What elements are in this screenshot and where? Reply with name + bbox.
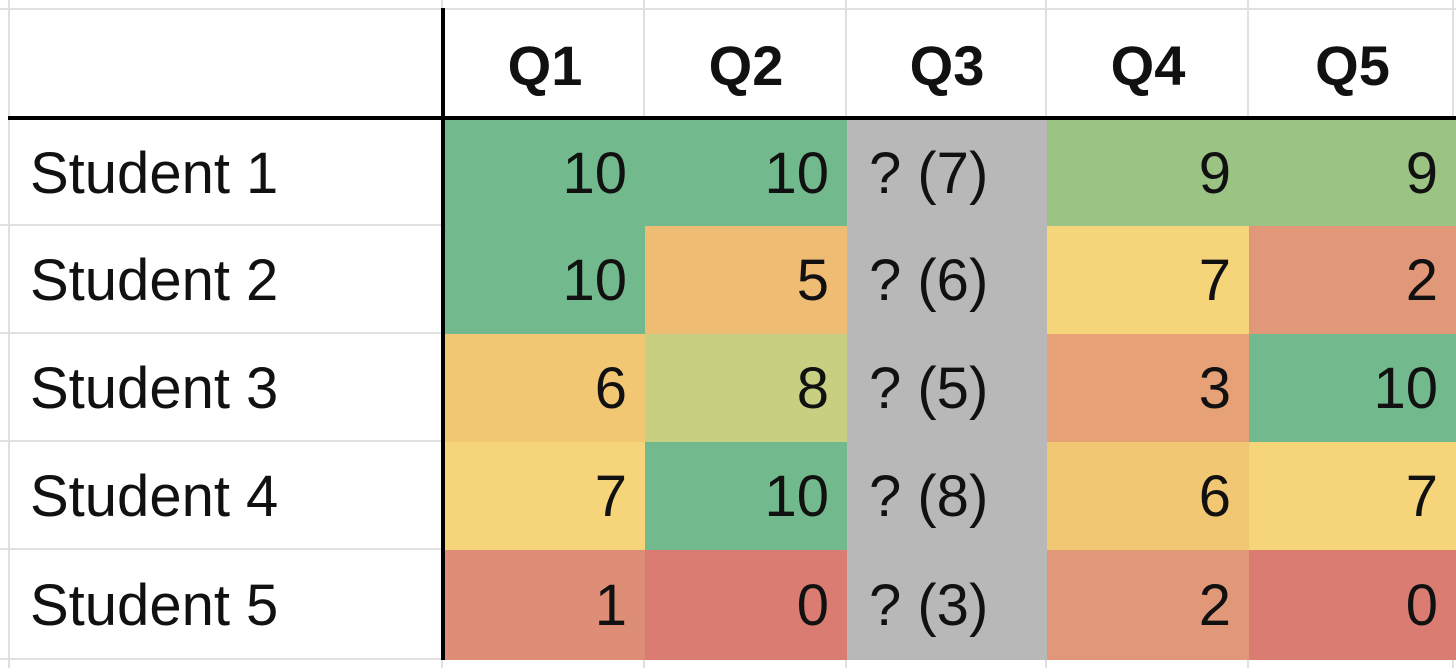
table-cell[interactable]: ? (8) [847,442,1047,550]
table-cell[interactable]: 10 [645,442,847,550]
table-cell[interactable]: 5 [645,226,847,334]
table-cell[interactable]: 10 [1249,334,1456,442]
grid-line-horizontal [0,8,1456,10]
column-header[interactable]: Q2 [708,33,784,97]
table-cell[interactable]: 6 [445,334,645,442]
table-cell[interactable]: 2 [1047,550,1249,660]
table-cell[interactable]: 0 [1249,550,1456,660]
table-cell[interactable]: 7 [1249,442,1456,550]
table-cell[interactable]: 7 [1047,226,1249,334]
column-header[interactable]: Q4 [1110,33,1186,97]
frozen-column-divider[interactable] [441,8,445,660]
row-header[interactable]: Student 1 [30,140,279,206]
table-cell[interactable]: 3 [1047,334,1249,442]
table-cell[interactable]: 1 [445,550,645,660]
table-cell[interactable]: 10 [645,120,847,226]
table-cell[interactable]: ? (5) [847,334,1047,442]
column-header[interactable]: Q1 [507,33,583,97]
row-header[interactable]: Student 5 [30,572,279,638]
table-cell[interactable]: ? (6) [847,226,1047,334]
table-cell[interactable]: 10 [445,120,645,226]
row-header[interactable]: Student 2 [30,247,279,313]
column-header[interactable]: Q3 [909,33,985,97]
table-cell[interactable]: ? (7) [847,120,1047,226]
table-cell[interactable]: 0 [645,550,847,660]
row-header[interactable]: Student 3 [30,355,279,421]
table-cell[interactable]: 9 [1249,120,1456,226]
table-cell[interactable]: 9 [1047,120,1249,226]
table-cell[interactable]: 2 [1249,226,1456,334]
table-cell[interactable]: 7 [445,442,645,550]
row-header[interactable]: Student 4 [30,463,279,529]
frozen-row-divider[interactable] [8,116,1456,120]
table-cell[interactable]: 10 [445,226,645,334]
table-cell[interactable]: 8 [645,334,847,442]
grid-line-vertical [8,0,10,668]
table-cell[interactable]: ? (3) [847,550,1047,660]
table-cell[interactable]: 6 [1047,442,1249,550]
column-header[interactable]: Q5 [1315,33,1390,97]
